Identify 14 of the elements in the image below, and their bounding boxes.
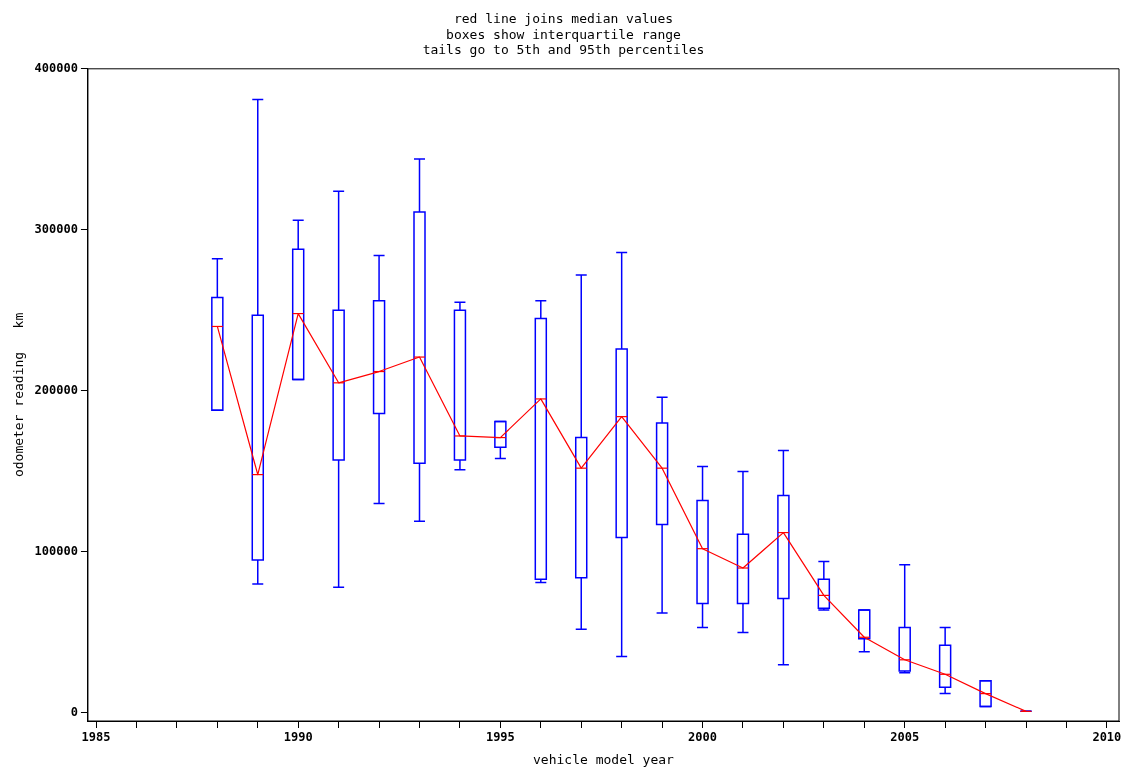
x-tick-label: 2000 xyxy=(688,730,717,745)
y-tick-label: 100000 xyxy=(34,544,78,559)
y-tick-label: 300000 xyxy=(34,221,78,236)
y-axis-title: odometer reading km xyxy=(11,312,27,478)
x-tick-label: 2010 xyxy=(1092,730,1122,745)
y-tick-label: 400000 xyxy=(34,60,78,75)
y-tick-label: 200000 xyxy=(34,383,78,397)
x-tick-label: 2005 xyxy=(890,730,920,745)
x-axis-title: vehicle model year xyxy=(533,751,675,767)
x-tick-label: 1995 xyxy=(485,730,515,745)
x-tick-label: 1985 xyxy=(81,730,111,745)
y-tick-label: 0 xyxy=(70,705,78,720)
chart-title: red line joins median values boxes show interquartile range tails go to 5th and 95th percentiles xyxy=(422,11,705,58)
x-tick-label: 1990 xyxy=(283,730,313,745)
